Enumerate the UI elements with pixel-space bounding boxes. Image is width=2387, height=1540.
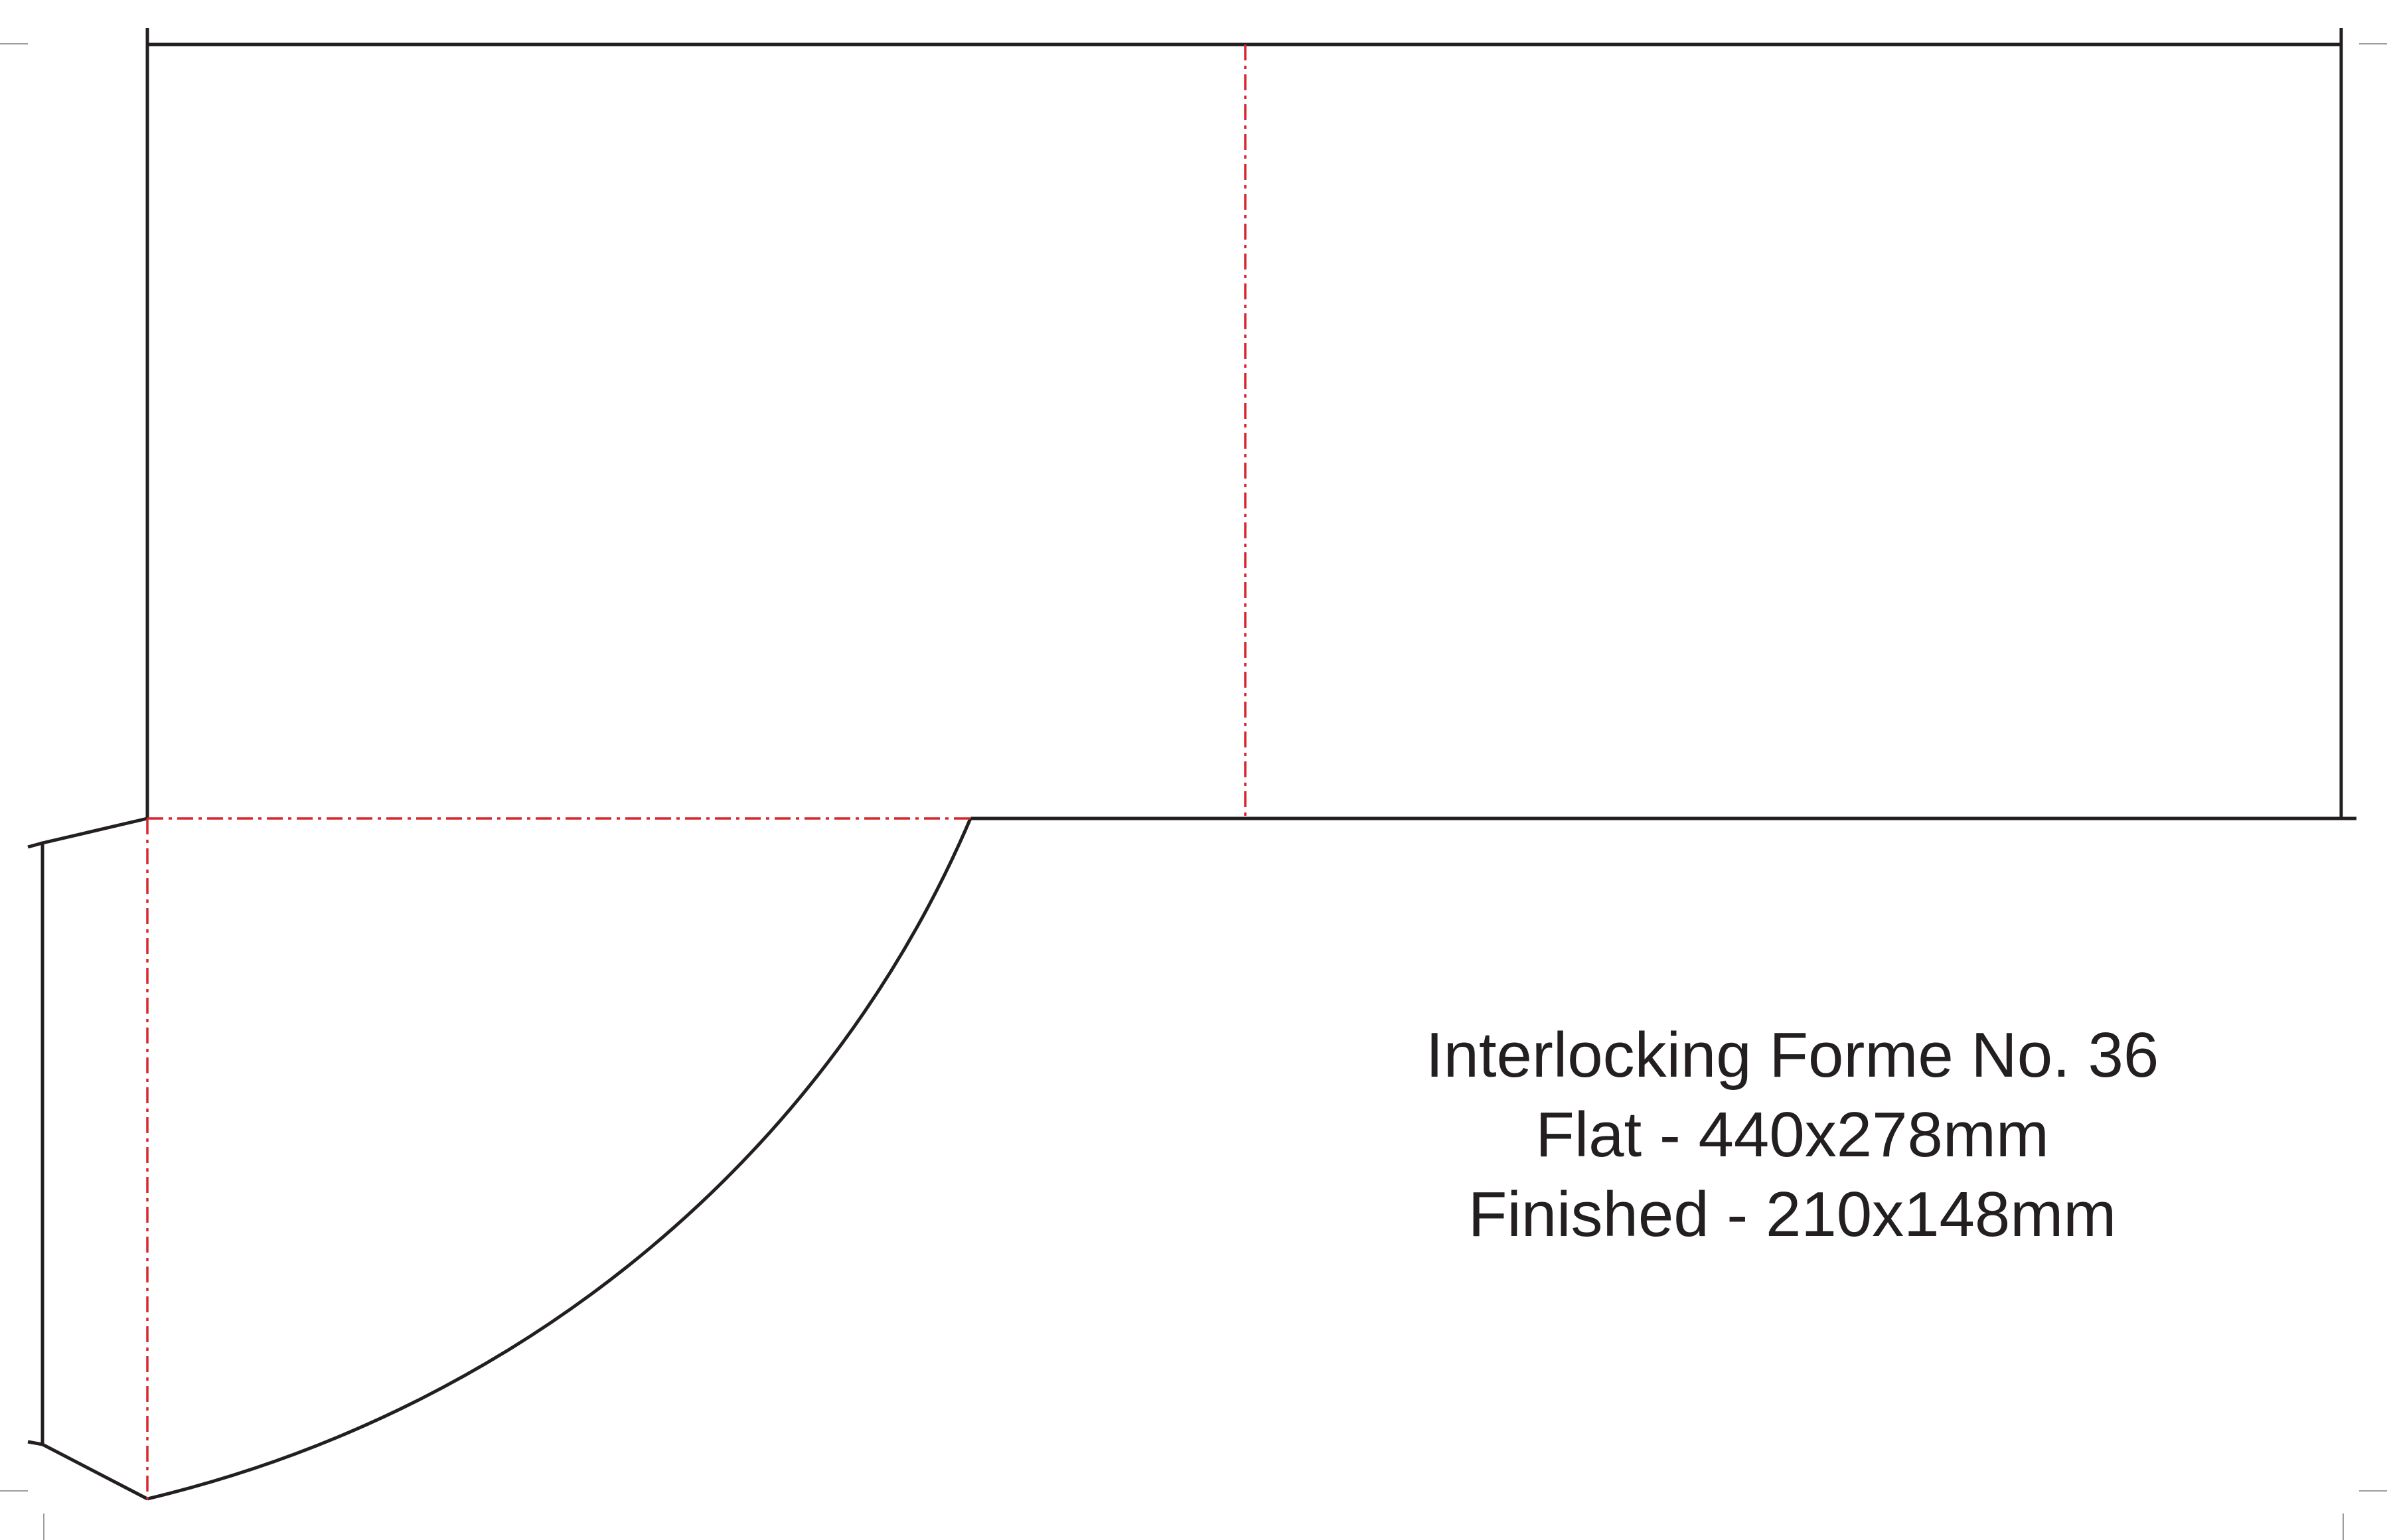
flat-size: Flat - 440x278mm xyxy=(1321,1095,2264,1175)
forme-title: Interlocking Forme No. 36 xyxy=(1321,1016,2264,1095)
glue-flap-outline xyxy=(42,818,147,1499)
crop-marks xyxy=(0,44,2387,1540)
finished-size: Finished - 210x148mm xyxy=(1321,1175,2264,1255)
forme-caption: Interlocking Forme No. 36 Flat - 440x278… xyxy=(1321,1016,2264,1255)
cut-lines xyxy=(28,28,2356,1499)
pocket-curved-edge xyxy=(147,818,970,1499)
glue-flap-tick-bottom xyxy=(28,1442,42,1444)
fold-lines xyxy=(147,44,1245,1499)
glue-flap-tick-top xyxy=(28,843,42,847)
